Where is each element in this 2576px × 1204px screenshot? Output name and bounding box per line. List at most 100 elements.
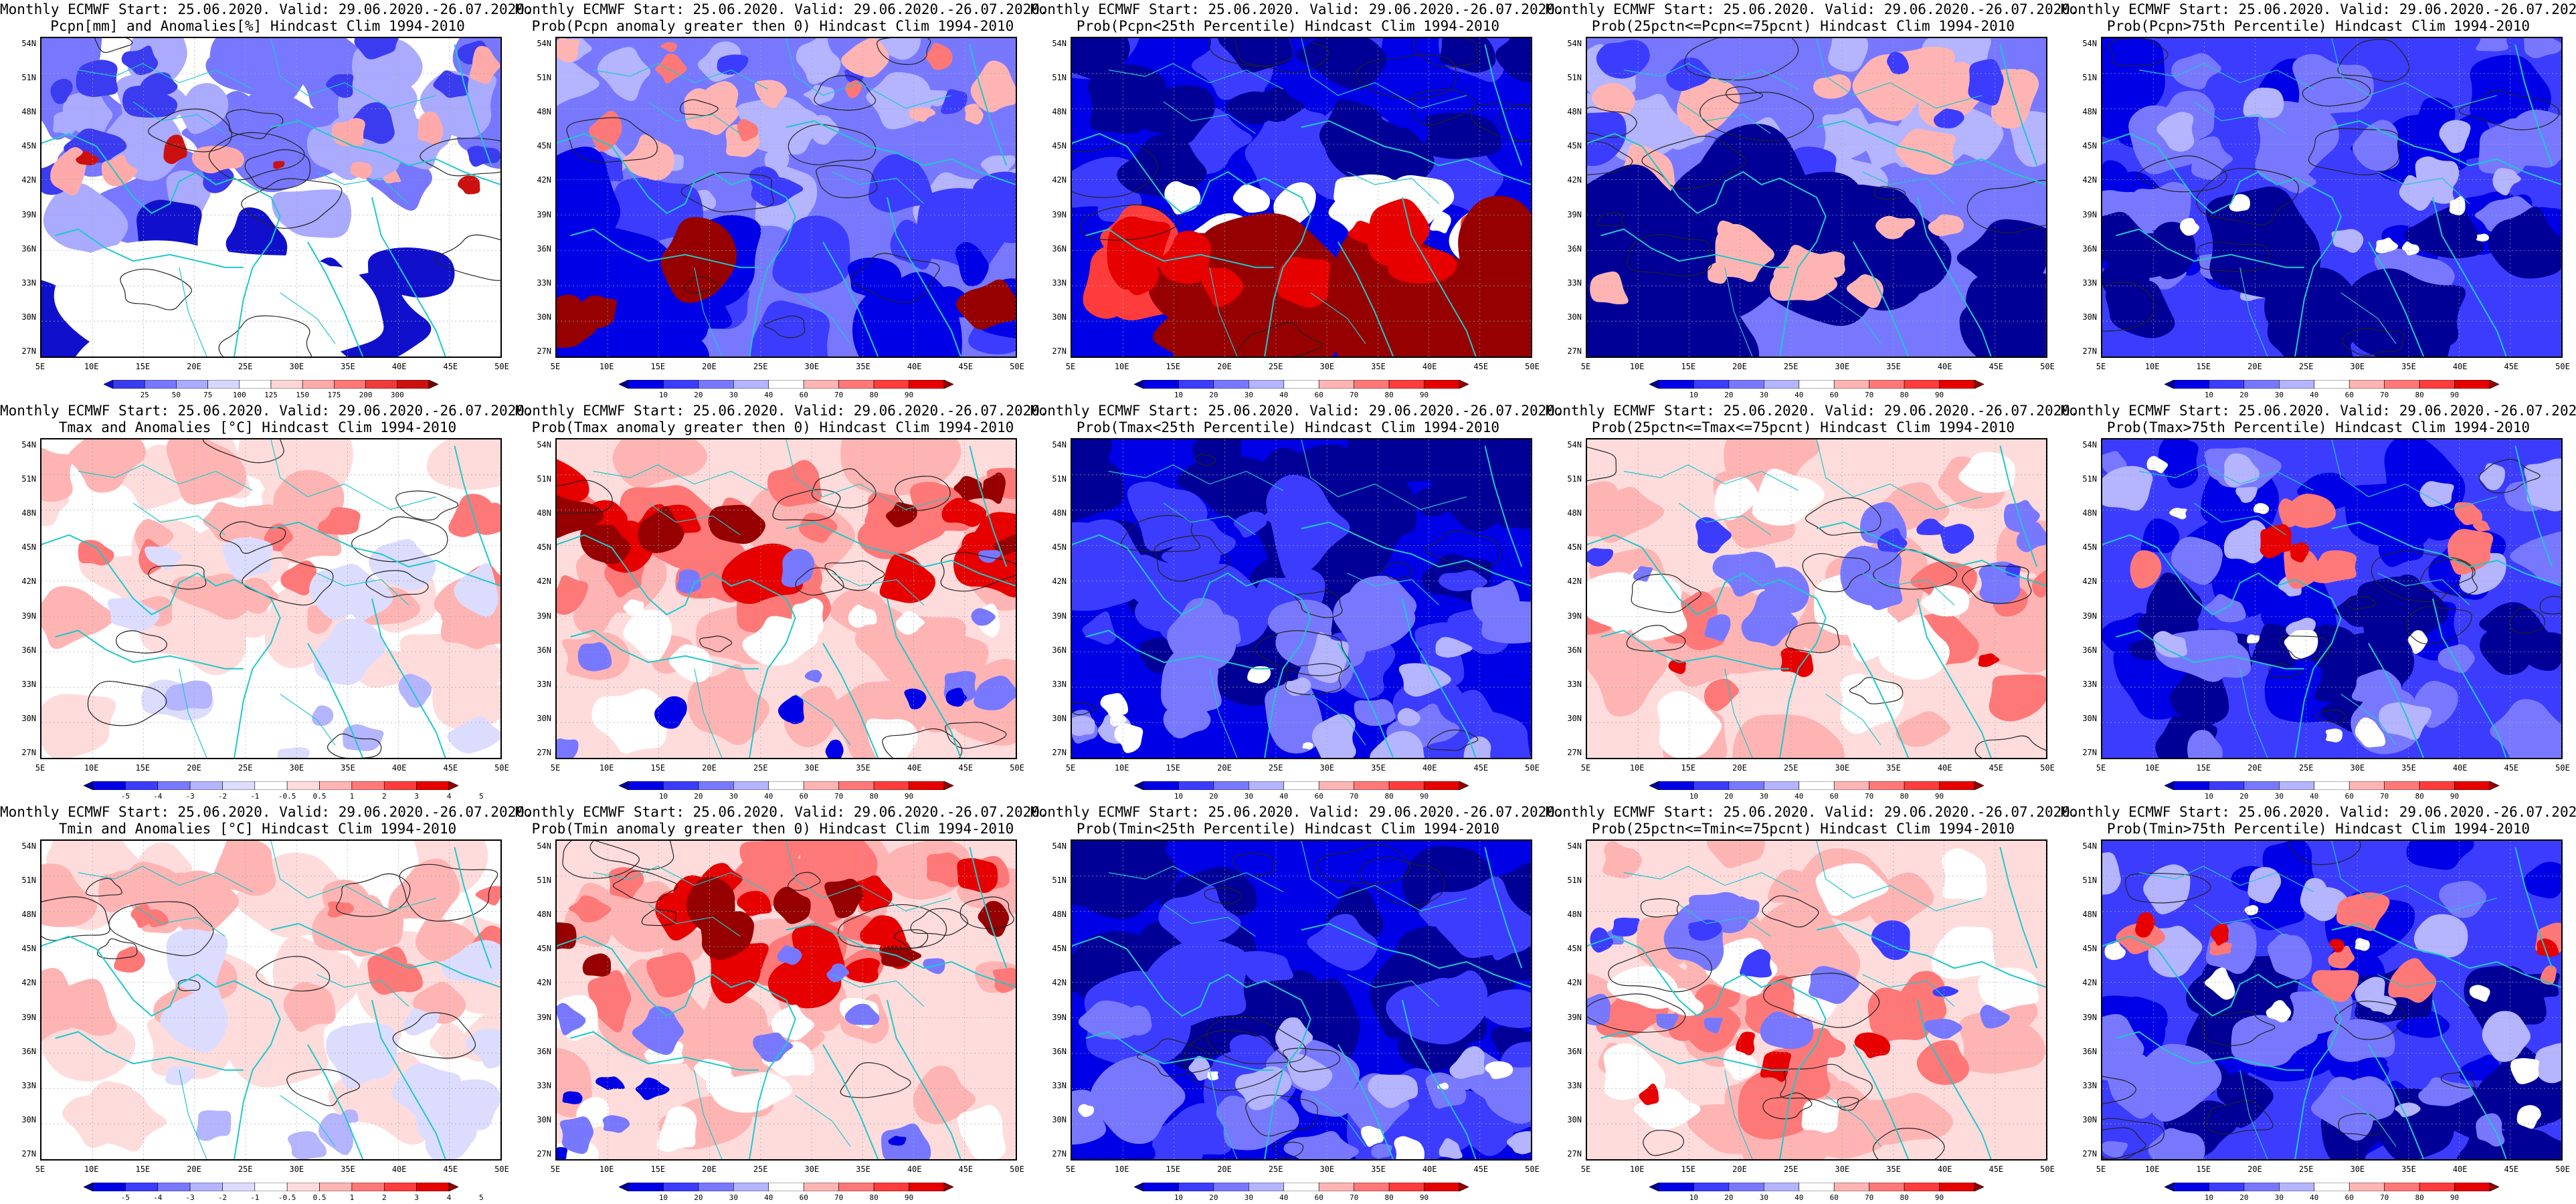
- lat-tick-label: 48N: [1052, 508, 1067, 518]
- panel-title-line1: Monthly ECMWF Start: 25.06.2020. Valid: …: [2061, 1, 2576, 17]
- lon-tick-label: 45E: [2504, 763, 2519, 773]
- lat-tick-label: 30N: [1052, 1114, 1067, 1124]
- lat-tick-label: 45N: [2082, 542, 2097, 553]
- lat-tick-label: 48N: [2082, 107, 2097, 117]
- panel-title-line2: Tmax and Anomalies [°C] Hindcast Clim 19…: [58, 419, 457, 435]
- lon-tick-label: 15E: [1681, 763, 1696, 773]
- map-plot: [1071, 37, 1532, 358]
- lon-tick-label: 25E: [238, 763, 253, 773]
- panel-title: Monthly ECMWF Start: 25.06.2020. Valid: …: [1546, 403, 2079, 436]
- colorbar-label: 1: [349, 1193, 355, 1202]
- lat-tick-label: 45N: [21, 542, 36, 553]
- map-plot: [40, 839, 502, 1161]
- colorbar-swatches: [1134, 1183, 1469, 1191]
- panel-title: Monthly ECMWF Start: 25.06.2020. Valid: …: [515, 1, 1048, 35]
- lat-tick-label: 54N: [1052, 440, 1067, 449]
- map-field: [557, 841, 1016, 1159]
- lat-tick-label: 42N: [1052, 175, 1067, 185]
- lon-tick-label: 40E: [1937, 763, 1952, 773]
- panel-title-line1: Monthly ECMWF Start: 25.06.2020. Valid: …: [1030, 1, 1564, 17]
- lat-tick-label: 51N: [537, 73, 551, 83]
- colorbar-label: 80: [2415, 1193, 2424, 1202]
- map-panel: Monthly ECMWF Start: 25.06.2020. Valid: …: [1546, 803, 2079, 1204]
- lat-tick-label: 45N: [2082, 944, 2097, 954]
- map-plot: [2101, 37, 2563, 358]
- lon-tick-label: 45E: [1473, 763, 1489, 773]
- colorbar-swatches: [1649, 380, 1984, 389]
- lon-tick-label: 5E: [2096, 362, 2106, 371]
- map-plot: [40, 37, 502, 358]
- lon-tick-label: 5E: [35, 362, 45, 371]
- colorbar-label: 70: [834, 792, 844, 801]
- lon-tick-label: 20E: [1732, 1165, 1747, 1174]
- panel-title: Monthly ECMWF Start: 25.06.2020. Valid: …: [1030, 804, 1564, 837]
- lat-tick-label: 45N: [1052, 542, 1067, 553]
- panel-title-line1: Monthly ECMWF Start: 25.06.2020. Valid: …: [1546, 403, 2079, 419]
- map-panel: Monthly ECMWF Start: 25.06.2020. Valid: …: [2061, 0, 2576, 401]
- lon-tick-label: 20E: [702, 763, 717, 773]
- colorbar-swatches: [619, 380, 953, 389]
- lat-tick-label: 27N: [537, 748, 551, 757]
- panel-title-line2: Prob(Tmin anomaly greater then 0) Hindca…: [531, 821, 1014, 837]
- panel-title-line1: Monthly ECMWF Start: 25.06.2020. Valid: …: [0, 1, 533, 17]
- map-panel: Monthly ECMWF Start: 25.06.2020. Valid: …: [1546, 401, 2079, 803]
- map-panel: Monthly ECMWF Start: 25.06.2020. Valid: …: [2061, 803, 2576, 1204]
- lat-tick-label: 54N: [2082, 841, 2097, 851]
- lon-tick-label: 15E: [135, 362, 151, 371]
- panel-title-line2: Prob(Pcpn>75th Percentile) Hindcast Clim…: [2106, 18, 2531, 34]
- colorbar-label: 10: [2204, 792, 2214, 801]
- lon-tick-label: 10E: [1629, 763, 1645, 773]
- panel-title: Monthly ECMWF Start: 25.06.2020. Valid: …: [1030, 1, 1564, 35]
- lat-tick-label: 54N: [1567, 841, 1582, 851]
- lat-tick-label: 30N: [1567, 312, 1582, 322]
- lon-tick-label: 50E: [2040, 362, 2055, 371]
- panel-title-line2: Prob(Tmin<25th Percentile) Hindcast Clim…: [1076, 821, 1500, 837]
- colorbar-swatches: [1649, 1183, 1984, 1191]
- lat-tick-label: 48N: [2082, 508, 2097, 518]
- lat-tick-label: 36N: [1052, 645, 1067, 655]
- panel-title-line1: Monthly ECMWF Start: 25.06.2020. Valid: …: [1030, 804, 1564, 820]
- panel-title-line2: Prob(Tmax<25th Percentile) Hindcast Clim…: [1076, 419, 1500, 435]
- colorbar-label: 300: [390, 391, 404, 399]
- colorbar-label: 5: [479, 792, 484, 801]
- lat-tick-label: 27N: [1052, 346, 1067, 356]
- colorbar-label: -4: [153, 792, 163, 801]
- lon-tick-label: 30E: [289, 1165, 304, 1174]
- colorbar-label: 10: [658, 1193, 668, 1202]
- panel-title-line2: Prob(25pctn<=Pcpn<=75pcnt) Hindcast Clim…: [1591, 18, 2015, 34]
- colorbar-label: -3: [185, 792, 195, 801]
- lat-tick-label: 39N: [2082, 1012, 2097, 1022]
- panel-title-line1: Monthly ECMWF Start: 25.06.2020. Valid: …: [1546, 1, 2079, 17]
- panel-title-line1: Monthly ECMWF Start: 25.06.2020. Valid: …: [2061, 403, 2576, 419]
- lon-tick-label: 40E: [1422, 763, 1437, 773]
- lon-tick-label: 40E: [2452, 362, 2468, 371]
- lat-tick-label: 48N: [537, 910, 551, 920]
- lon-tick-label: 15E: [2196, 1165, 2211, 1174]
- panel-title-line2: Prob(Tmin>75th Percentile) Hindcast Clim…: [2106, 821, 2531, 837]
- colorbar-label: 10: [658, 391, 668, 399]
- lat-tick-label: 33N: [21, 278, 36, 288]
- colorbar-label: 70: [834, 391, 844, 399]
- lat-tick-label: 39N: [1567, 209, 1582, 219]
- lon-tick-label: 10E: [2144, 1165, 2160, 1174]
- colorbar-label: 90: [904, 391, 914, 399]
- colorbar-label: -2: [217, 1193, 227, 1202]
- colorbar: [1649, 380, 1984, 389]
- colorbar-label: 20: [1209, 1193, 1218, 1202]
- lon-tick-label: 15E: [135, 763, 151, 773]
- colorbar: [619, 380, 953, 389]
- lon-tick-label: 25E: [1268, 763, 1283, 773]
- lat-tick-label: 54N: [537, 440, 551, 449]
- lat-tick-label: 45N: [537, 542, 551, 553]
- lat-tick-label: 30N: [21, 1114, 36, 1124]
- lon-tick-label: 45E: [443, 763, 458, 773]
- colorbar-label: 30: [2274, 1193, 2284, 1202]
- lat-tick-label: 54N: [21, 841, 36, 851]
- lat-tick-label: 36N: [1052, 1046, 1067, 1056]
- lat-tick-label: 36N: [537, 645, 551, 655]
- colorbar-label: 70: [1350, 391, 1359, 399]
- lat-tick-label: 39N: [1052, 209, 1067, 219]
- panel-title: Monthly ECMWF Start: 25.06.2020. Valid: …: [515, 403, 1048, 436]
- lon-tick-label: 35E: [1886, 1165, 1901, 1174]
- colorbar-label: 60: [1314, 391, 1323, 399]
